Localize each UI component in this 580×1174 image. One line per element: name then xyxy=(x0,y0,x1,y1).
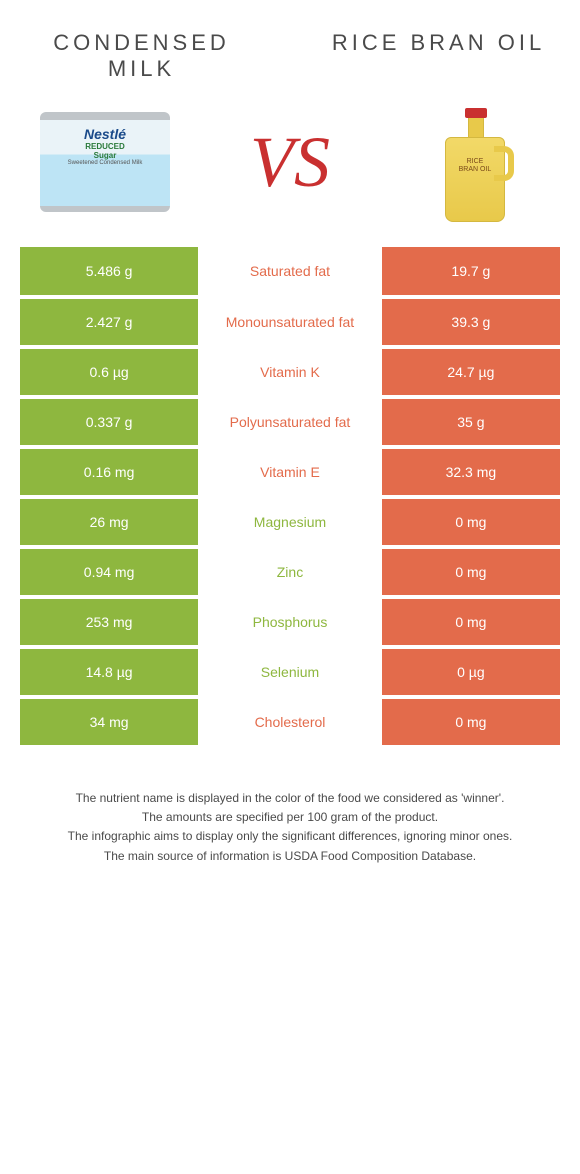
table-row: 14.8 µgSelenium0 µg xyxy=(20,647,560,697)
title-right: RICE BRAN OIL xyxy=(317,30,560,56)
value-right: 35 g xyxy=(382,397,560,447)
nutrient-label: Phosphorus xyxy=(198,597,382,647)
table-row: 0.6 µgVitamin K24.7 µg xyxy=(20,347,560,397)
can-illustration: Nestlé REDUCED Sugar Sweetened Condensed… xyxy=(40,112,170,212)
product-image-right: RICE BRAN OIL xyxy=(400,102,550,222)
nutrient-label: Polyunsaturated fat xyxy=(198,397,382,447)
value-right: 39.3 g xyxy=(382,297,560,347)
can-line1: REDUCED xyxy=(46,142,164,151)
nutrient-label: Cholesterol xyxy=(198,697,382,747)
table-row: 0.94 mgZinc0 mg xyxy=(20,547,560,597)
nutrient-label: Zinc xyxy=(198,547,382,597)
value-left: 0.337 g xyxy=(20,397,198,447)
value-right: 19.7 g xyxy=(382,247,560,297)
table-row: 0.337 gPolyunsaturated fat35 g xyxy=(20,397,560,447)
header: CONDENSED MILK RICE BRAN OIL xyxy=(20,30,560,82)
table-row: 34 mgCholesterol0 mg xyxy=(20,697,560,747)
nutrient-label: Magnesium xyxy=(198,497,382,547)
product-image-left: Nestlé REDUCED Sugar Sweetened Condensed… xyxy=(30,102,180,222)
product-row: Nestlé REDUCED Sugar Sweetened Condensed… xyxy=(20,102,560,222)
value-left: 5.486 g xyxy=(20,247,198,297)
value-left: 0.6 µg xyxy=(20,347,198,397)
value-left: 0.16 mg xyxy=(20,447,198,497)
title-left: CONDENSED MILK xyxy=(20,30,263,82)
value-left: 253 mg xyxy=(20,597,198,647)
value-right: 0 µg xyxy=(382,647,560,697)
nutrient-label: Selenium xyxy=(198,647,382,697)
can-brand: Nestlé xyxy=(46,126,164,142)
can-line2: Sugar xyxy=(46,151,164,160)
vs-text: VS xyxy=(250,121,330,204)
can-line3: Sweetened Condensed Milk xyxy=(46,160,164,166)
value-left: 14.8 µg xyxy=(20,647,198,697)
footnote-line: The infographic aims to display only the… xyxy=(30,827,550,846)
value-right: 0 mg xyxy=(382,597,560,647)
value-right: 24.7 µg xyxy=(382,347,560,397)
value-right: 0 mg xyxy=(382,497,560,547)
table-row: 5.486 gSaturated fat19.7 g xyxy=(20,247,560,297)
value-right: 32.3 mg xyxy=(382,447,560,497)
table-row: 253 mgPhosphorus0 mg xyxy=(20,597,560,647)
comparison-table: 5.486 gSaturated fat19.7 g2.427 gMonouns… xyxy=(20,247,560,749)
bottle-label: RICE BRAN OIL xyxy=(456,158,494,173)
value-left: 34 mg xyxy=(20,697,198,747)
footnote-line: The main source of information is USDA F… xyxy=(30,847,550,866)
value-right: 0 mg xyxy=(382,547,560,597)
nutrient-label: Monounsaturated fat xyxy=(198,297,382,347)
value-left: 2.427 g xyxy=(20,297,198,347)
value-left: 0.94 mg xyxy=(20,547,198,597)
nutrient-label: Vitamin K xyxy=(198,347,382,397)
footnote-line: The nutrient name is displayed in the co… xyxy=(30,789,550,808)
nutrient-label: Vitamin E xyxy=(198,447,382,497)
table-row: 26 mgMagnesium0 mg xyxy=(20,497,560,547)
table-row: 0.16 mgVitamin E32.3 mg xyxy=(20,447,560,497)
value-right: 0 mg xyxy=(382,697,560,747)
bottle-illustration: RICE BRAN OIL xyxy=(430,102,520,222)
table-row: 2.427 gMonounsaturated fat39.3 g xyxy=(20,297,560,347)
footnote-line: The amounts are specified per 100 gram o… xyxy=(30,808,550,827)
footnotes: The nutrient name is displayed in the co… xyxy=(20,789,560,866)
value-left: 26 mg xyxy=(20,497,198,547)
nutrient-label: Saturated fat xyxy=(198,247,382,297)
